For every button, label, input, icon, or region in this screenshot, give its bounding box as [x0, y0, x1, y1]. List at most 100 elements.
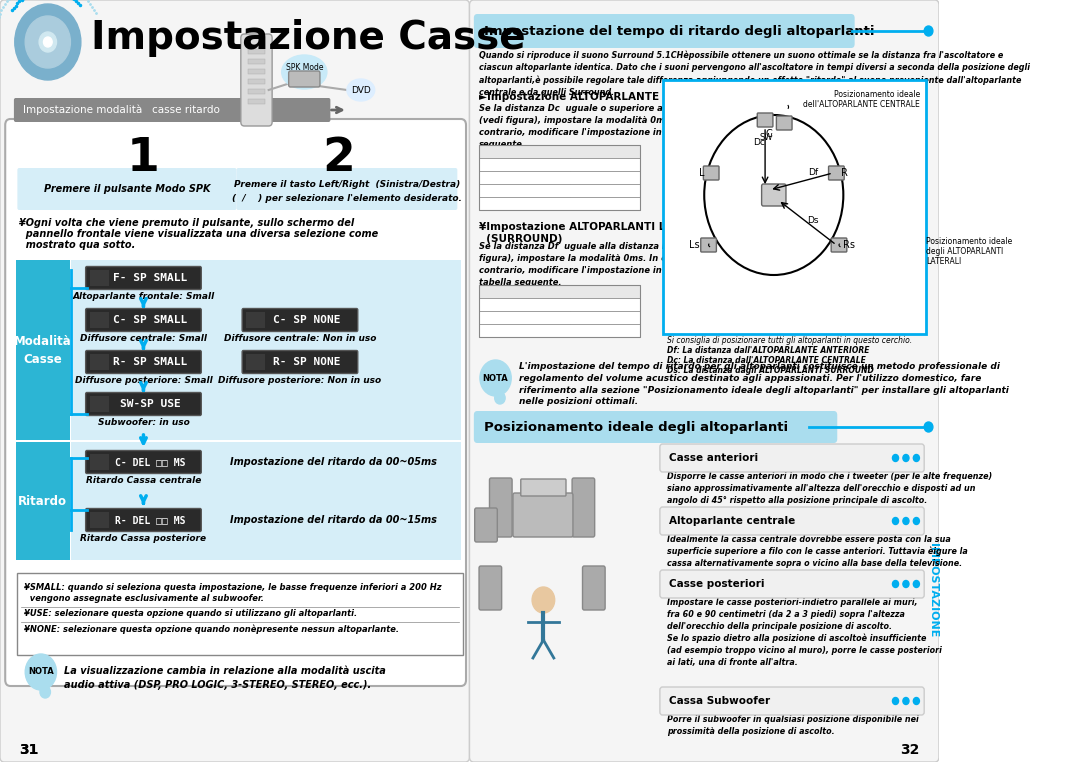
- Text: Posizionamento ideale: Posizionamento ideale: [926, 237, 1012, 246]
- Circle shape: [903, 454, 909, 462]
- Text: Diffusore posteriore: Small: Diffusore posteriore: Small: [75, 376, 213, 385]
- Text: 2: 2: [323, 136, 355, 181]
- Text: Porre il subwoofer in qualsiasi posizione disponibile nei
prossimità della posiz: Porre il subwoofer in qualsiasi posizion…: [666, 715, 919, 736]
- FancyBboxPatch shape: [90, 312, 109, 328]
- Text: DVD: DVD: [351, 85, 370, 94]
- Text: R- SP NONE: R- SP NONE: [273, 357, 340, 367]
- FancyBboxPatch shape: [17, 573, 462, 655]
- FancyBboxPatch shape: [480, 285, 639, 298]
- Text: SPK Mode: SPK Mode: [285, 62, 323, 72]
- Text: Ritardo Cassa posteriore: Ritardo Cassa posteriore: [80, 534, 206, 543]
- Text: Premere il pulsante Modo SPK: Premere il pulsante Modo SPK: [43, 184, 211, 194]
- Text: 31: 31: [19, 743, 39, 757]
- FancyBboxPatch shape: [288, 71, 320, 87]
- Text: LATERALI: LATERALI: [926, 257, 961, 266]
- FancyBboxPatch shape: [480, 171, 639, 184]
- Text: Df: Df: [809, 168, 819, 177]
- Text: R- DEL □□ MS: R- DEL □□ MS: [116, 515, 186, 525]
- Text: Subwoofer: in uso: Subwoofer: in uso: [97, 418, 189, 427]
- Text: R: R: [840, 168, 848, 178]
- FancyBboxPatch shape: [90, 354, 109, 370]
- Circle shape: [903, 697, 909, 705]
- Text: Diffusore centrale: Small: Diffusore centrale: Small: [80, 334, 207, 343]
- FancyBboxPatch shape: [480, 197, 639, 210]
- Text: Impostazione del tempo di ritardo degli altoparlanti: Impostazione del tempo di ritardo degli …: [484, 24, 875, 37]
- FancyBboxPatch shape: [660, 570, 924, 598]
- FancyBboxPatch shape: [90, 512, 109, 528]
- FancyBboxPatch shape: [242, 309, 357, 331]
- FancyBboxPatch shape: [247, 89, 266, 94]
- Text: Si consiglia di posizionare tutti gli altoparlanti in questo cerchio.: Si consiglia di posizionare tutti gli al…: [666, 336, 912, 345]
- FancyBboxPatch shape: [247, 69, 266, 74]
- FancyBboxPatch shape: [0, 0, 470, 762]
- Text: 400: 400: [515, 313, 535, 322]
- FancyBboxPatch shape: [757, 113, 773, 127]
- Text: 15.9 ms: 15.9 ms: [585, 326, 625, 335]
- FancyBboxPatch shape: [90, 396, 109, 412]
- Text: Distanza fra Df e Dc: Distanza fra Df e Dc: [482, 147, 568, 156]
- FancyBboxPatch shape: [246, 312, 266, 328]
- Text: Impostare le casse posteriori-indietro parallele ai muri,
fra 60 e 90 centimetri: Impostare le casse posteriori-indietro p…: [666, 598, 942, 667]
- Text: Impostazione Casse: Impostazione Casse: [92, 19, 526, 57]
- Text: C- DEL □□ MS: C- DEL □□ MS: [116, 457, 186, 467]
- Text: L'impostazione del tempo di ritardo per gli altoparlanti costituisce un metodo p: L'impostazione del tempo di ritardo per …: [519, 362, 1009, 406]
- Text: Ds: La distanza dagli ALTOPARLANTI SURROUND: Ds: La distanza dagli ALTOPARLANTI SURRO…: [666, 366, 874, 375]
- Ellipse shape: [347, 79, 375, 101]
- Text: Cassa Subwoofer: Cassa Subwoofer: [670, 696, 770, 706]
- FancyBboxPatch shape: [242, 351, 357, 373]
- Text: ►Impostazione ALTOPARLANTE CENTRALE: ►Impostazione ALTOPARLANTE CENTRALE: [480, 92, 724, 102]
- Text: Distanza fra Ds e Dc: Distanza fra Ds e Dc: [481, 287, 568, 296]
- Text: 600: 600: [515, 326, 535, 335]
- Circle shape: [892, 581, 899, 588]
- FancyBboxPatch shape: [521, 479, 566, 496]
- Circle shape: [892, 697, 899, 705]
- FancyBboxPatch shape: [241, 34, 272, 126]
- Text: Se la distanza Dc  uguale o superiore alla distanza Df
(vedi figura), impostare : Se la distanza Dc uguale o superiore all…: [480, 104, 742, 149]
- Text: ¥Ogni volta che viene premuto il pulsante, sullo schermo del: ¥Ogni volta che viene premuto il pulsant…: [19, 218, 354, 228]
- FancyBboxPatch shape: [85, 450, 201, 473]
- FancyBboxPatch shape: [85, 309, 201, 331]
- Text: Se la distanza Df  uguale alla distanza Ds (vedi
figura), impostare la modalità : Se la distanza Df uguale alla distanza D…: [480, 242, 706, 287]
- FancyBboxPatch shape: [15, 442, 69, 560]
- Text: Tempo di ritardo: Tempo di ritardo: [569, 147, 640, 156]
- Text: 2.6 ms: 2.6 ms: [589, 173, 622, 182]
- Circle shape: [914, 517, 919, 524]
- FancyBboxPatch shape: [474, 14, 854, 48]
- FancyBboxPatch shape: [582, 566, 605, 610]
- FancyBboxPatch shape: [71, 260, 461, 440]
- FancyBboxPatch shape: [832, 238, 847, 252]
- FancyBboxPatch shape: [660, 687, 924, 715]
- Text: degli ALTOPARLANTI: degli ALTOPARLANTI: [926, 247, 1003, 256]
- FancyBboxPatch shape: [660, 507, 924, 535]
- Text: 5.3 ms: 5.3 ms: [589, 199, 622, 208]
- Text: Posizionamento ideale: Posizionamento ideale: [834, 90, 920, 99]
- FancyBboxPatch shape: [480, 158, 639, 171]
- Text: 200: 200: [515, 199, 535, 208]
- Circle shape: [25, 16, 70, 68]
- Text: 5.3 ms: 5.3 ms: [589, 300, 622, 309]
- Text: SW-SP USE: SW-SP USE: [120, 399, 180, 409]
- FancyBboxPatch shape: [777, 116, 792, 130]
- Circle shape: [532, 587, 555, 613]
- Text: Casse posteriori: Casse posteriori: [670, 579, 765, 589]
- Text: Diffusore centrale: Non in uso: Diffusore centrale: Non in uso: [224, 334, 376, 343]
- Text: ¥Impostazione ALTOPARLANTI LATERALI
  (SURROUND): ¥Impostazione ALTOPARLANTI LATERALI (SUR…: [480, 222, 714, 245]
- Circle shape: [924, 422, 933, 432]
- Text: Impostazione del ritardo da 00~05ms: Impostazione del ritardo da 00~05ms: [230, 457, 437, 467]
- Circle shape: [39, 32, 56, 52]
- FancyBboxPatch shape: [237, 168, 457, 210]
- Text: mostrato qua sotto.: mostrato qua sotto.: [19, 240, 135, 250]
- Ellipse shape: [282, 55, 327, 89]
- FancyBboxPatch shape: [85, 392, 201, 415]
- Text: Ritardo: Ritardo: [18, 495, 67, 507]
- Text: 150: 150: [515, 186, 535, 195]
- FancyBboxPatch shape: [480, 145, 639, 158]
- Text: Tempo di ritardo: Tempo di ritardo: [569, 287, 640, 296]
- FancyBboxPatch shape: [14, 98, 330, 122]
- Text: Altoparlante centrale: Altoparlante centrale: [670, 516, 796, 526]
- Circle shape: [914, 454, 919, 462]
- FancyBboxPatch shape: [85, 267, 201, 290]
- Text: (  /    ) per selezionare l'elemento desiderato.: ( / ) per selezionare l'elemento desider…: [232, 194, 462, 203]
- Circle shape: [25, 654, 56, 690]
- Text: Impostazione del ritardo da 00~15ms: Impostazione del ritardo da 00~15ms: [230, 515, 437, 525]
